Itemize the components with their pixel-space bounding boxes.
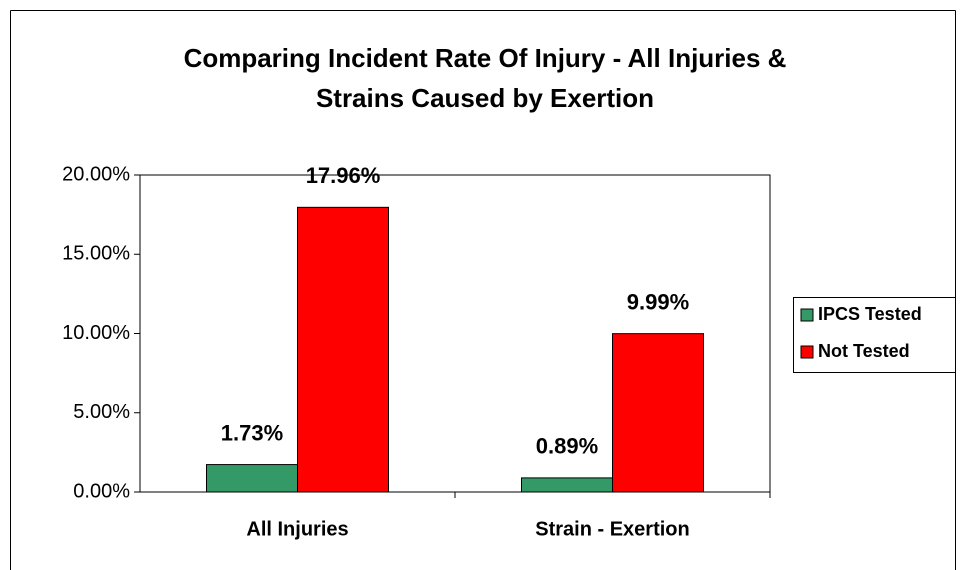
- chart-title: Comparing Incident Rate Of Injury - All …: [184, 43, 787, 73]
- y-tick-label: 15.00%: [62, 243, 130, 265]
- bar: [297, 206, 389, 493]
- value-label: 9.99%: [627, 289, 689, 314]
- chart-title: Strains Caused by Exertion: [316, 83, 654, 113]
- legend-label: IPCS Tested: [818, 304, 922, 324]
- x-tick-label: All Injuries: [246, 518, 348, 540]
- bar: [521, 477, 613, 493]
- legend-swatch: [800, 345, 814, 359]
- legend-label: Not Tested: [818, 341, 910, 361]
- y-tick-label: 5.00%: [73, 401, 130, 423]
- bar: [612, 333, 704, 493]
- y-tick-label: 0.00%: [73, 480, 130, 502]
- bar: [206, 464, 298, 493]
- legend-swatch: [800, 308, 814, 322]
- y-tick-label: 10.00%: [62, 322, 130, 344]
- plot-frame: [139, 174, 771, 493]
- y-tick-label: 20.00%: [62, 163, 130, 185]
- value-label: 1.73%: [221, 420, 283, 445]
- value-label: 17.96%: [306, 163, 381, 188]
- value-label: 0.89%: [536, 434, 598, 459]
- legend-box: [793, 297, 956, 373]
- x-tick-label: Strain - Exertion: [535, 518, 689, 540]
